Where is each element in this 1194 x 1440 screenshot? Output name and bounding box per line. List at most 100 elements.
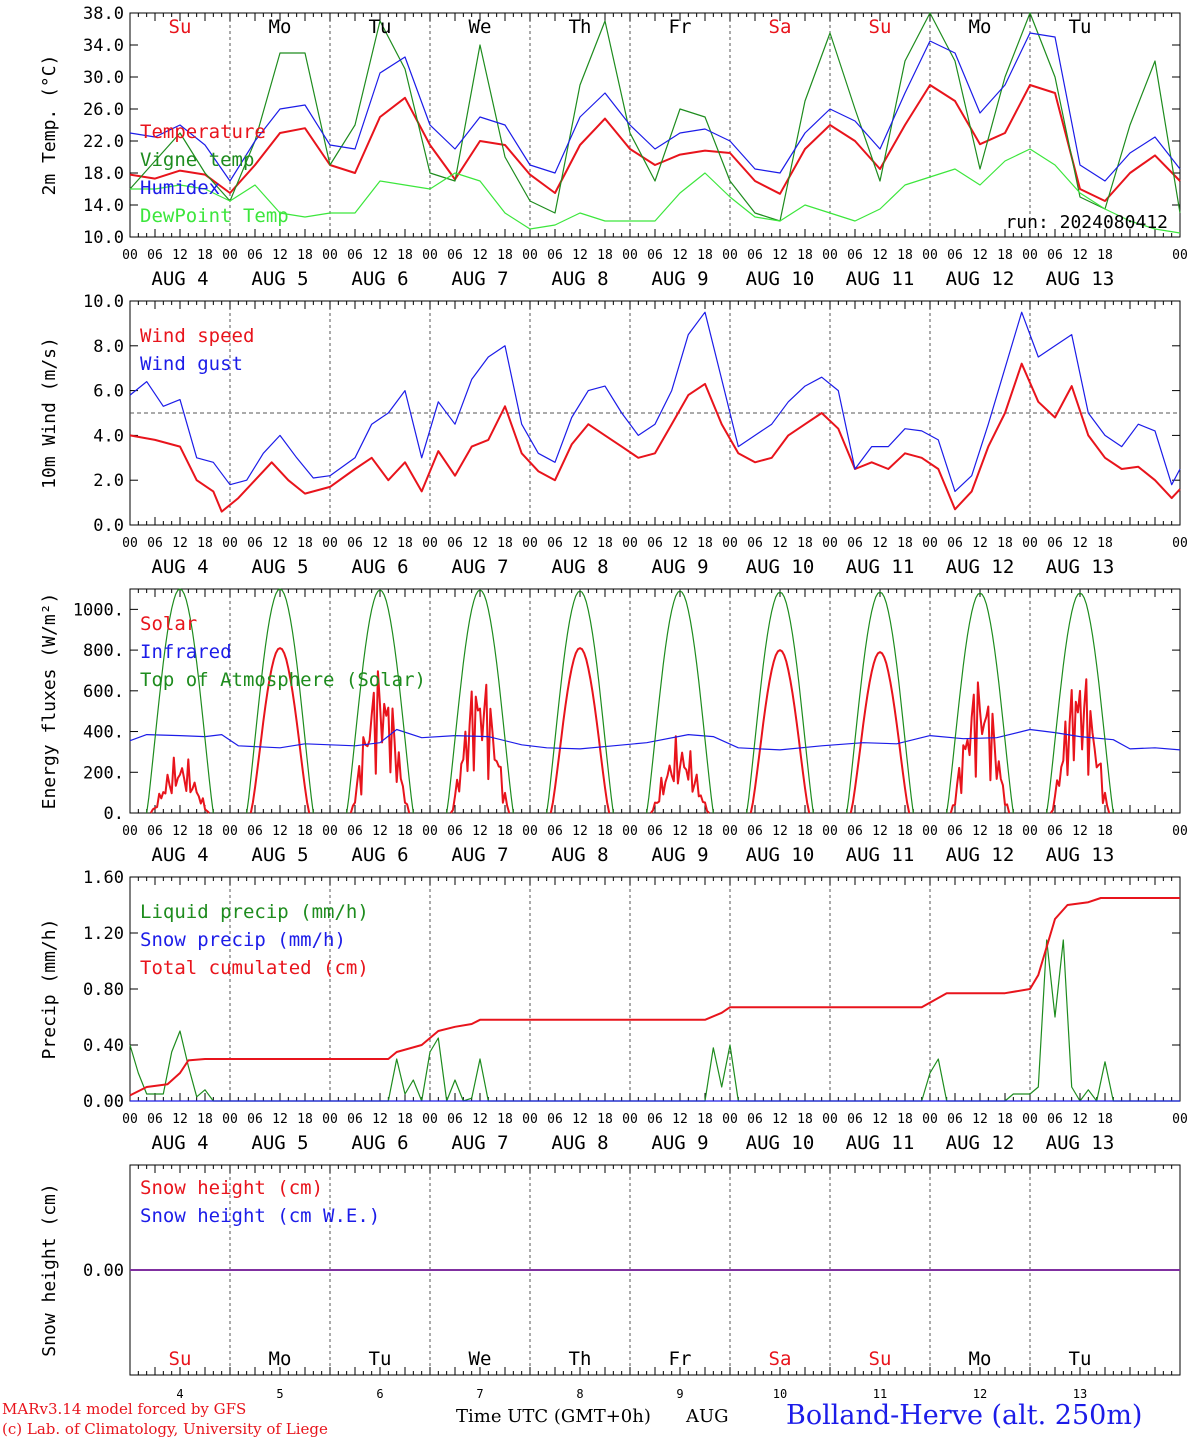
wind-ytick-label: 6.0	[93, 382, 124, 402]
top-day-name: Tu	[369, 16, 392, 38]
wind-hour-label: 12	[872, 536, 888, 551]
precip-panel	[129, 876, 1181, 1102]
wind-hour-label: 12	[1072, 536, 1088, 551]
snow-legend-entry: Snow height (cm)	[140, 1177, 323, 1199]
precip-hour-label: 18	[597, 1112, 613, 1127]
temp-hour-label: 00	[122, 248, 138, 263]
precip-hour-label: 00	[1172, 1112, 1188, 1127]
precip-hour-label: 18	[897, 1112, 913, 1127]
top-day-name: Sa	[769, 16, 792, 38]
flux-hour-label: 12	[572, 824, 588, 839]
precip-hour-label: 12	[772, 1112, 788, 1127]
temp-hour-label: 12	[772, 248, 788, 263]
wind-legend-entry: Wind gust	[140, 353, 243, 375]
bottom-day-number: 8	[576, 1387, 583, 1401]
temp-series-vigne-temp	[129, 12, 1181, 222]
temp-date-label: AUG 13	[1046, 268, 1115, 290]
wind-ylabel: 10m Wind (m/s)	[39, 337, 60, 489]
wind-hour-label: 00	[322, 536, 338, 551]
wind-date-label: AUG 12	[946, 556, 1015, 578]
bottom-day-number: 9	[676, 1387, 683, 1401]
temp-hour-label: 12	[372, 248, 388, 263]
flux-date-label: AUG 5	[251, 844, 308, 866]
wind-hour-label: 06	[847, 536, 863, 551]
precip-ytick-label: 1.20	[83, 924, 124, 944]
temp-hour-label: 18	[597, 248, 613, 263]
flux-series-top-of-atmosphere-solar-	[846, 591, 914, 814]
precip-hour-label: 06	[647, 1112, 663, 1127]
flux-hour-label: 00	[922, 824, 938, 839]
temp-hour-label: 00	[722, 248, 738, 263]
snow-ylabel: Snow height (cm)	[39, 1183, 60, 1356]
temp-hour-label: 12	[872, 248, 888, 263]
precip-ytick-label: 0.80	[83, 980, 124, 1000]
flux-hour-label: 00	[722, 824, 738, 839]
flux-hour-label: 18	[197, 824, 213, 839]
wind-hour-label: 00	[122, 536, 138, 551]
temp-hour-label: 18	[797, 248, 813, 263]
wind-hour-label: 12	[572, 536, 588, 551]
flux-hour-label: 06	[847, 824, 863, 839]
temp-hour-label: 06	[947, 248, 963, 263]
wind-ytick-label: 10.0	[83, 292, 124, 312]
precip-hour-label: 12	[872, 1112, 888, 1127]
temp-hour-label: 06	[347, 248, 363, 263]
temp-date-label: AUG 6	[351, 268, 408, 290]
precip-hour-label: 00	[922, 1112, 938, 1127]
wind-hour-label: 00	[422, 536, 438, 551]
wind-hour-label: 18	[397, 536, 413, 551]
flux-hour-label: 00	[122, 824, 138, 839]
wind-hour-label: 06	[547, 536, 563, 551]
wind-hour-label: 18	[1097, 536, 1113, 551]
precip-hour-label: 18	[297, 1112, 313, 1127]
wind-hour-label: 12	[372, 536, 388, 551]
precip-hour-label: 12	[472, 1112, 488, 1127]
flux-frame	[129, 588, 1181, 814]
snow-legend-entry: Snow height (cm W.E.)	[140, 1205, 380, 1227]
wind-hour-label: 06	[747, 536, 763, 551]
temp-series-dewpoint-temp	[130, 148, 1181, 234]
precip-hour-label: 00	[522, 1112, 538, 1127]
temp-hour-label: 00	[1172, 248, 1188, 263]
wind-date-label: AUG 10	[746, 556, 815, 578]
flux-hour-label: 18	[497, 824, 513, 839]
flux-series-top-of-atmosphere-solar-	[646, 590, 714, 814]
month-label: AUG	[686, 1406, 729, 1427]
precip-legend-entry: Total cumulated (cm)	[140, 957, 369, 979]
flux-hour-label: 12	[172, 824, 188, 839]
precip-hour-label: 12	[172, 1112, 188, 1127]
wind-hour-label: 06	[1047, 536, 1063, 551]
wind-hour-label: 12	[672, 536, 688, 551]
precip-hour-label: 06	[347, 1112, 363, 1127]
precip-hour-label: 18	[697, 1112, 713, 1127]
wind-date-label: AUG 11	[846, 556, 915, 578]
flux-hour-label: 18	[1097, 824, 1113, 839]
precip-date-label: AUG 4	[151, 1132, 208, 1154]
flux-series-solar	[1049, 678, 1111, 814]
top-day-name: Fr	[669, 16, 692, 38]
precip-date-label: AUG 9	[651, 1132, 708, 1154]
temp-date-label: AUG 8	[551, 268, 608, 290]
flux-ytick-label: 400.	[83, 723, 124, 743]
temp-hour-label: 00	[622, 248, 638, 263]
flux-hour-label: 06	[947, 824, 963, 839]
wind-hour-label: 06	[347, 536, 363, 551]
temp-hour-label: 06	[547, 248, 563, 263]
temp-hour-label: 06	[647, 248, 663, 263]
temp-legend-entry: Humidex	[140, 177, 220, 199]
flux-series-solar	[650, 735, 710, 814]
precip-hour-label: 12	[372, 1112, 388, 1127]
temp-hour-label: 18	[397, 248, 413, 263]
snow-ytick-label: 0.00	[83, 1261, 124, 1281]
temp-hour-label: 12	[972, 248, 988, 263]
flux-hour-label: 06	[747, 824, 763, 839]
flux-hour-label: 12	[372, 824, 388, 839]
flux-ytick-label: 200.	[83, 763, 124, 783]
wind-hour-label: 12	[272, 536, 288, 551]
precip-hour-label: 00	[722, 1112, 738, 1127]
precip-hour-label: 12	[1072, 1112, 1088, 1127]
bottom-day-name: We	[469, 1348, 492, 1370]
flux-legend-entry: Infrared	[140, 641, 232, 663]
flux-hour-label: 18	[597, 824, 613, 839]
wind-legend-entry: Wind speed	[140, 325, 254, 347]
